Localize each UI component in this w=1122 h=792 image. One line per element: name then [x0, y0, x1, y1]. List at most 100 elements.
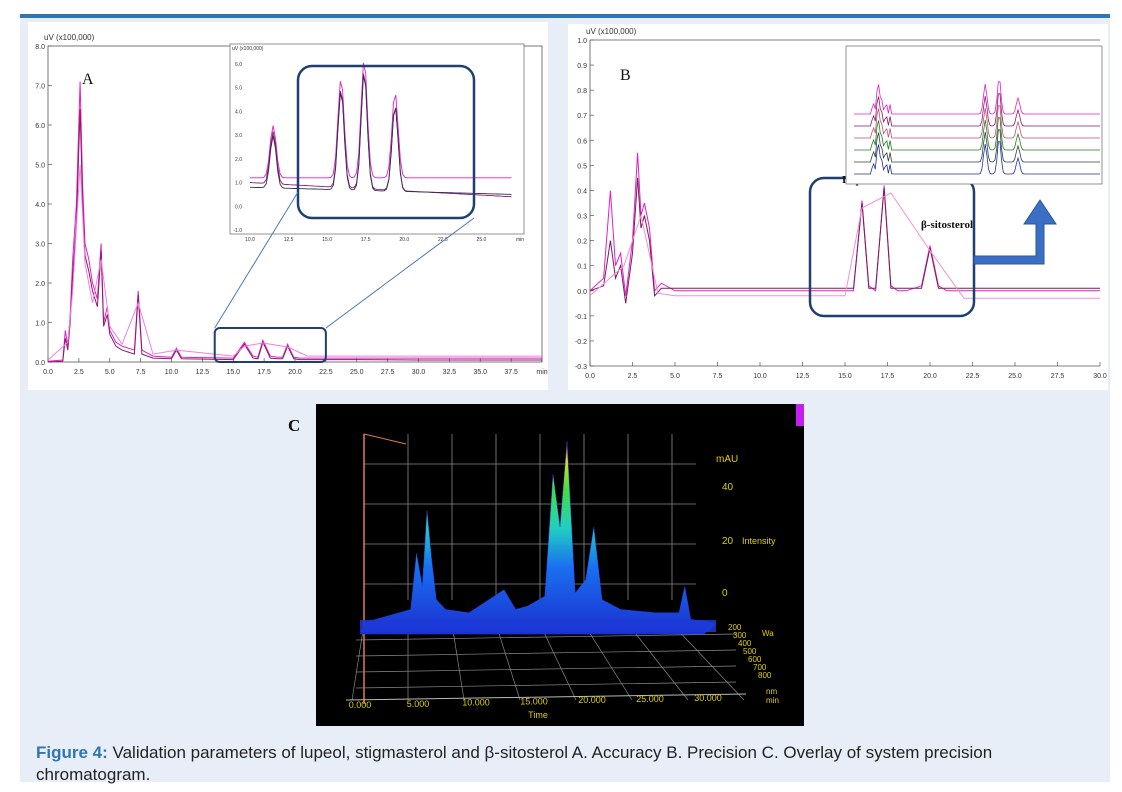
- wavelength-tick-label: 700: [753, 663, 767, 672]
- peak-label-beta-sitosterol: β-sitosterol: [921, 219, 973, 231]
- y-tick-label: -0.3: [575, 364, 587, 371]
- corner-marker: [796, 404, 804, 426]
- x-tick-label: 7.5: [713, 373, 723, 380]
- x-tick-label: 10.0: [753, 373, 767, 380]
- inset-zoom-box: [296, 64, 476, 220]
- y-tick-label: 6.0: [35, 123, 45, 130]
- inset-series-line-6: [854, 141, 1100, 175]
- panel-c-3d-chromatogram: mAU 40 20 0 Intensity 0.000 5.000 10.000 15.000 2…: [316, 404, 804, 726]
- series-line-3: [589, 192, 1100, 299]
- series-line-2: [589, 177, 1100, 304]
- corner-edge: [363, 433, 407, 445]
- x-tick-label: 20.0: [288, 369, 302, 376]
- y-tick-label: 0.0: [577, 289, 587, 296]
- inset-y-tick-label: -1.0: [233, 228, 242, 234]
- panel-c-label: C: [288, 416, 301, 435]
- wavelength-tick-label: 200: [728, 623, 742, 632]
- panel-b-precision-chromatogram: uV (x100,000) B -0.3 -0.2 -0.1 0.0 0.1 0.2 0.3 0.…: [568, 24, 1108, 390]
- x-tick-label: 25.0: [350, 369, 364, 376]
- panel-a-svg: uV (x100,000) A 0.0 1.0 2.0 3.0 4.0 5.0 6.0 7.0 8.…: [35, 33, 547, 376]
- y-tick-label: 0.1: [577, 264, 587, 271]
- series-line-1: [589, 152, 1100, 296]
- x-tick-label: 12.5: [196, 369, 210, 376]
- panel-label: A: [82, 71, 94, 88]
- zoom-connector-left: [214, 191, 299, 329]
- floor-grid-horizontal: [355, 681, 737, 689]
- inset-x-tick-label: 25.0: [477, 237, 487, 243]
- inset-x-tick-label: 22.5: [438, 237, 448, 243]
- floor-grid-line: [583, 623, 633, 701]
- inset-y-tick-label: 0.0: [235, 204, 242, 210]
- inset-series-line-1: [854, 81, 1100, 115]
- inset-series-line-4: [854, 117, 1100, 151]
- time-tick-label: 5.000: [407, 699, 430, 709]
- y-tick-label: 0.7: [577, 113, 587, 120]
- y-axis-label: uV (x100,000): [44, 33, 95, 42]
- wavelength-tick-label: 800: [758, 671, 772, 680]
- intensity-surface: [359, 441, 715, 635]
- x-tick-label: 22.5: [966, 373, 980, 380]
- wavelength-tick-label: 600: [748, 655, 762, 664]
- x-tick-label: 10.0: [165, 369, 179, 376]
- wavelength-tick-label: 400: [738, 639, 752, 648]
- wavelength-tick-label: 500: [743, 647, 757, 656]
- y-tick-label: 0.2: [577, 239, 587, 246]
- floor-grid-line: [451, 623, 465, 701]
- wavelength-unit-label: nm: [766, 687, 777, 696]
- x-tick-label: 32.5: [443, 369, 457, 376]
- inset-frame: [845, 45, 1103, 185]
- inset-y-label: uV (x100,000): [232, 46, 264, 52]
- z-axis-title: Intensity: [742, 536, 776, 546]
- x-tick-label: 0.0: [585, 373, 595, 380]
- y-tick-label: 0.9: [577, 63, 587, 70]
- x-tick-label: 5.0: [670, 373, 680, 380]
- inset-x-tick-label: 12.5: [284, 237, 294, 243]
- floor-grid-line: [539, 623, 577, 701]
- wavelength-axis-title: Wa: [762, 629, 774, 638]
- x-tick-label: 5.0: [105, 369, 115, 376]
- x-tick-label: 37.5: [504, 369, 518, 376]
- x-tick-label: 30.0: [412, 369, 426, 376]
- x-tick-label: 30.0: [1093, 373, 1107, 380]
- y-tick-label: -0.1: [575, 314, 587, 321]
- z-tick-label: 0: [722, 588, 728, 599]
- x-tick-label: 2.5: [74, 369, 84, 376]
- peak-highlight-box: [213, 327, 327, 363]
- y-tick-label: -0.2: [575, 339, 587, 346]
- y-axis-label: uV (x100,000): [586, 27, 637, 36]
- y-tick-label: 0.6: [577, 138, 587, 145]
- x-tick-label: 12.5: [796, 373, 810, 380]
- y-tick-label: 0.3: [577, 214, 587, 221]
- time-axis-title: Time: [528, 710, 548, 720]
- x-tick-label: min: [536, 369, 547, 376]
- inset-x-tick-label: min: [516, 237, 524, 243]
- x-tick-label: 15.0: [838, 373, 852, 380]
- time-tick-label: 15.000: [520, 696, 548, 706]
- x-tick-label: 20.0: [923, 373, 937, 380]
- x-tick-label: 25.0: [1008, 373, 1022, 380]
- inset-x-tick-label: 17.5: [361, 237, 371, 243]
- floor-grid-horizontal: [355, 649, 737, 657]
- y-tick-label: 0.5: [577, 163, 587, 170]
- floor-grid-line: [627, 623, 689, 701]
- figure-caption: Figure 4: Validation parameters of lupeo…: [36, 742, 1106, 786]
- y-tick-label: 0.0: [35, 360, 45, 367]
- y-tick-label: 0.8: [577, 88, 587, 95]
- y-tick-label: 2.0: [35, 281, 45, 288]
- wavelength-unit-label: min: [766, 696, 779, 705]
- baseline-surface: [360, 620, 716, 632]
- x-tick-label: 17.5: [881, 373, 895, 380]
- y-tick-label: 1.0: [577, 38, 587, 45]
- series-line-3: [47, 164, 542, 361]
- z-tick-label: 20: [722, 536, 734, 547]
- x-tick-label: 15.0: [226, 369, 240, 376]
- caption-text: Validation parameters of lupeol, stigmas…: [36, 743, 993, 784]
- floor-grid-horizontal: [355, 633, 737, 641]
- inset-x-tick-label: 15.0: [322, 237, 332, 243]
- inset-y-tick-label: 4.0: [235, 109, 242, 115]
- floor-grid-line: [671, 623, 745, 701]
- time-tick-label: 10.000: [462, 698, 490, 708]
- wavelength-tick-label: 300: [733, 631, 747, 640]
- y-tick-label: 1.0: [35, 321, 45, 328]
